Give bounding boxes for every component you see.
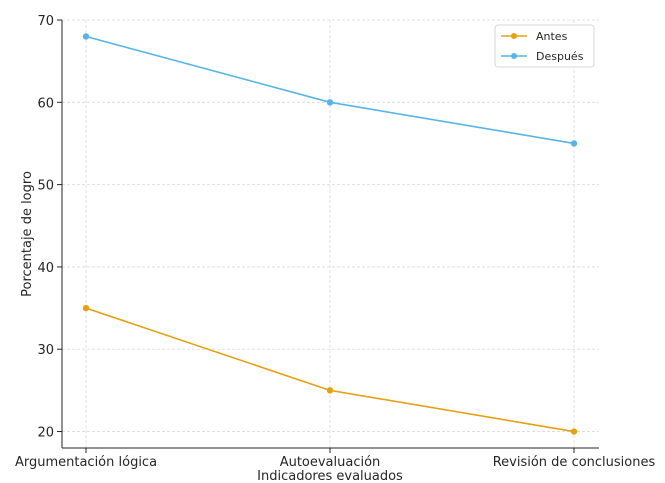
x-tick-label: Autoevaluación (280, 455, 381, 470)
legend-label-antes: Antes (536, 30, 568, 43)
data-point (82, 33, 90, 40)
y-tick-label: 70 (37, 14, 54, 29)
y-tick-label: 40 (37, 261, 54, 276)
x-tick-label: Argumentación lógica (15, 455, 157, 470)
data-point (570, 428, 578, 435)
grid (62, 19, 599, 448)
data-point (326, 99, 334, 106)
series (82, 33, 578, 435)
legend-label-despues: Después (536, 50, 584, 63)
legend-marker-antes (511, 33, 517, 39)
x-ticks: Argumentación lógica Autoevaluación Revisi… (15, 448, 656, 470)
y-axis-label: Porcentaje de logro (20, 171, 35, 297)
x-tick-label: Revisión de conclusiones (493, 455, 656, 470)
legend: Antes Después (494, 24, 595, 68)
axes (61, 20, 599, 449)
y-tick-label: 50 (37, 179, 54, 194)
data-point (570, 140, 578, 147)
y-ticks: 20 30 40 50 60 70 (37, 14, 62, 441)
data-point (82, 304, 90, 312)
y-tick-label: 20 (37, 426, 54, 441)
x-axis-label: Indicadores evaluados (257, 469, 403, 483)
data-point (326, 387, 334, 394)
legend-marker-despues (511, 53, 517, 59)
y-tick-label: 30 (37, 343, 54, 358)
y-tick-label: 60 (37, 96, 54, 111)
